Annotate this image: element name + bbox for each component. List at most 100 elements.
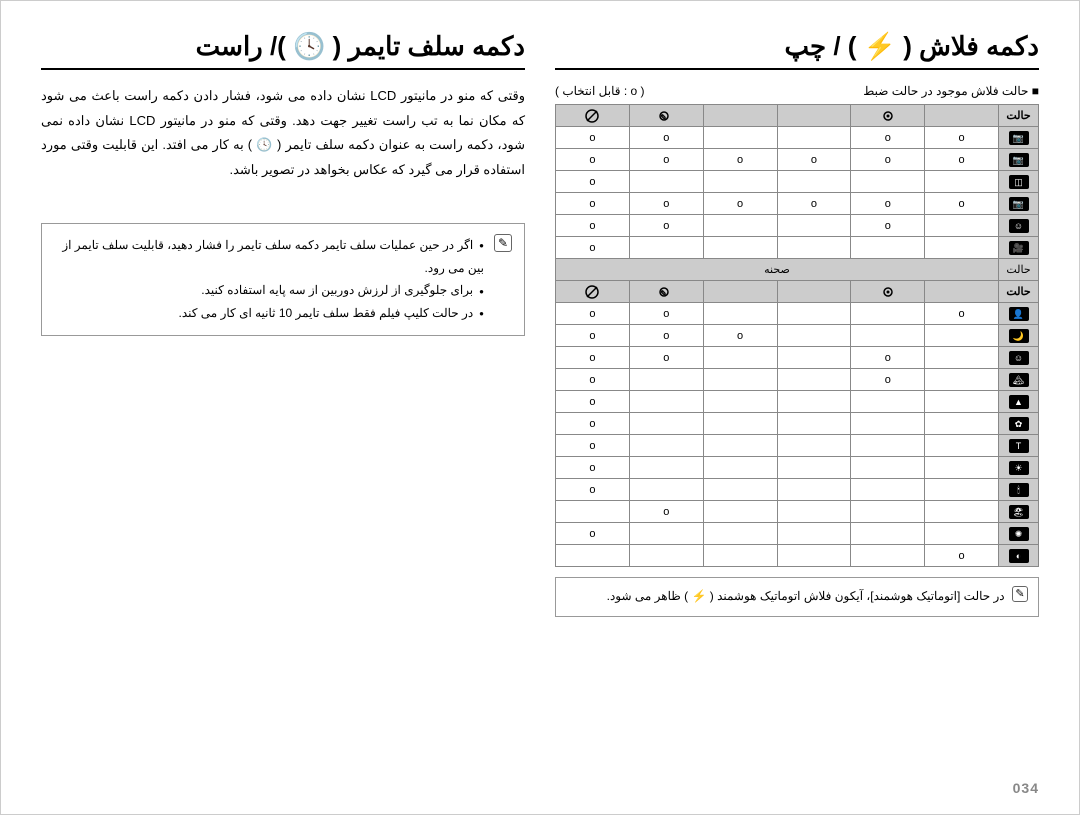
- flash-fill-icon-2: ⚡: [777, 281, 851, 303]
- flash-cell: [703, 501, 777, 523]
- smile-mode-icon: ☺: [1009, 219, 1029, 233]
- table-row: 👤ooo: [556, 303, 1039, 325]
- flash-cell: o: [851, 369, 925, 391]
- flash-cell: [925, 215, 999, 237]
- flash-cell: o: [556, 171, 630, 193]
- flash-cell: [556, 501, 630, 523]
- flash-cell: [777, 237, 851, 259]
- flash-header-row-1: حالت ⚡A ⚡ ⚡S ✎: [556, 105, 1039, 127]
- flash-cell: [629, 523, 703, 545]
- flash-off-icon-2: [556, 281, 630, 303]
- flash-cell: [851, 523, 925, 545]
- flash-heading: دكمه فلاش ( ⚡ ) / چپ: [555, 31, 1039, 70]
- mode-cell: 🎥: [999, 237, 1039, 259]
- landscape-mode-icon: 🏔: [1009, 373, 1029, 387]
- mode-cell: 🏔: [999, 369, 1039, 391]
- flash-cell: o: [629, 325, 703, 347]
- flash-cell: [629, 479, 703, 501]
- flash-cell: o: [851, 215, 925, 237]
- flash-cell: [851, 237, 925, 259]
- table-row: 🏖o: [556, 501, 1039, 523]
- flash-cell: [851, 171, 925, 193]
- flash-cell: [777, 171, 851, 193]
- movie-mode-icon: 🎥: [1009, 241, 1029, 255]
- flash-cell: [851, 479, 925, 501]
- flash-cell: [703, 545, 777, 567]
- flash-cell: o: [703, 193, 777, 215]
- flash-cell: [777, 369, 851, 391]
- flash-redeyefix-icon-2: ✎: [629, 281, 703, 303]
- flash-cell: o: [851, 347, 925, 369]
- flash-cell: [703, 413, 777, 435]
- flash-cell: o: [851, 193, 925, 215]
- table-row: 📷oooooo: [556, 149, 1039, 171]
- flash-redeye-icon: [851, 105, 925, 127]
- smart-cam-mode-icon: 📷: [1009, 197, 1029, 211]
- flash-cell: o: [556, 127, 630, 149]
- flash-sublabel: ■ حالت فلاش موجود در حالت ضبط ( o : قابل…: [555, 84, 1039, 98]
- flash-cell: [703, 215, 777, 237]
- table-row: 🌙ooo: [556, 325, 1039, 347]
- flash-cell: [703, 237, 777, 259]
- sublabel-left: ( o : قابل انتخاب ): [555, 84, 645, 98]
- timer-column: دكمه سلف تايمر ( 🕓 )/ راست وقتی که منو د…: [41, 31, 525, 617]
- flash-cell: [777, 413, 851, 435]
- kids-mode-icon: ☺: [1009, 351, 1029, 365]
- table-row: 🎥o: [556, 237, 1039, 259]
- flash-cell: [703, 479, 777, 501]
- flash-cell: [629, 391, 703, 413]
- portrait-mode-icon: 👤: [1009, 307, 1029, 321]
- flash-cell: [629, 457, 703, 479]
- pencil-note-icon: ✎: [1012, 586, 1028, 602]
- flash-off-icon: [556, 105, 630, 127]
- flash-cell: [851, 457, 925, 479]
- flash-cell: [703, 303, 777, 325]
- flash-slow-icon-2: ⚡S: [703, 281, 777, 303]
- flash-cell: [777, 435, 851, 457]
- flash-cell: o: [629, 303, 703, 325]
- flash-cell: [629, 369, 703, 391]
- text-mode-icon: T: [1009, 439, 1029, 453]
- table-row: 🕯o: [556, 479, 1039, 501]
- mode-cell: ✿: [999, 413, 1039, 435]
- mode-cell: 📷: [999, 127, 1039, 149]
- flash-cell: [777, 347, 851, 369]
- flash-cell: [777, 523, 851, 545]
- flash-cell: o: [556, 325, 630, 347]
- flash-cell: [925, 369, 999, 391]
- flash-cell: [925, 391, 999, 413]
- mode-cell: ▲: [999, 391, 1039, 413]
- flash-cell: [851, 325, 925, 347]
- flash-cell: o: [556, 193, 630, 215]
- flash-cell: [703, 523, 777, 545]
- flash-cell: [851, 413, 925, 435]
- flash-footnote-text: در حالت [اتوماتیک هوشمند]، آیکون فلاش ات…: [607, 589, 1005, 603]
- mode-cell: 👤: [999, 303, 1039, 325]
- mode-cell: ☺: [999, 347, 1039, 369]
- mode-header-3: حالت: [999, 281, 1039, 303]
- flash-cell: o: [556, 479, 630, 501]
- flash-cell: [629, 237, 703, 259]
- flash-cell: [777, 501, 851, 523]
- fireworks-mode-icon: ✺: [1009, 527, 1029, 541]
- mode-cell: 📷: [999, 149, 1039, 171]
- flash-table: حالت ⚡A ⚡ ⚡S ✎ 📷oooo📷oooooo◫o📷oooooo☺ooo…: [555, 104, 1039, 567]
- table-row: ☺ooo: [556, 215, 1039, 237]
- flash-cell: [925, 347, 999, 369]
- flash-cell: [851, 501, 925, 523]
- mode-cell: 🌙: [999, 325, 1039, 347]
- flash-cell: [703, 457, 777, 479]
- flash-cell: o: [925, 545, 999, 567]
- flash-cell: [556, 545, 630, 567]
- macro-mode-icon: ✿: [1009, 417, 1029, 431]
- flash-cell: [777, 325, 851, 347]
- flash-cell: [629, 435, 703, 457]
- flash-cell: [703, 391, 777, 413]
- flash-cell: [851, 545, 925, 567]
- flash-cell: o: [629, 215, 703, 237]
- flash-cell: o: [556, 303, 630, 325]
- flash-cell: [925, 171, 999, 193]
- timer-bullet-3: در حالت کلیپ فیلم فقط سلف تایمر 10 ثانیه…: [54, 302, 484, 325]
- flash-redeye-icon-2: [851, 281, 925, 303]
- timer-bullet-2: برای جلوگیری از لرزش دوربین از سه پایه ا…: [54, 279, 484, 302]
